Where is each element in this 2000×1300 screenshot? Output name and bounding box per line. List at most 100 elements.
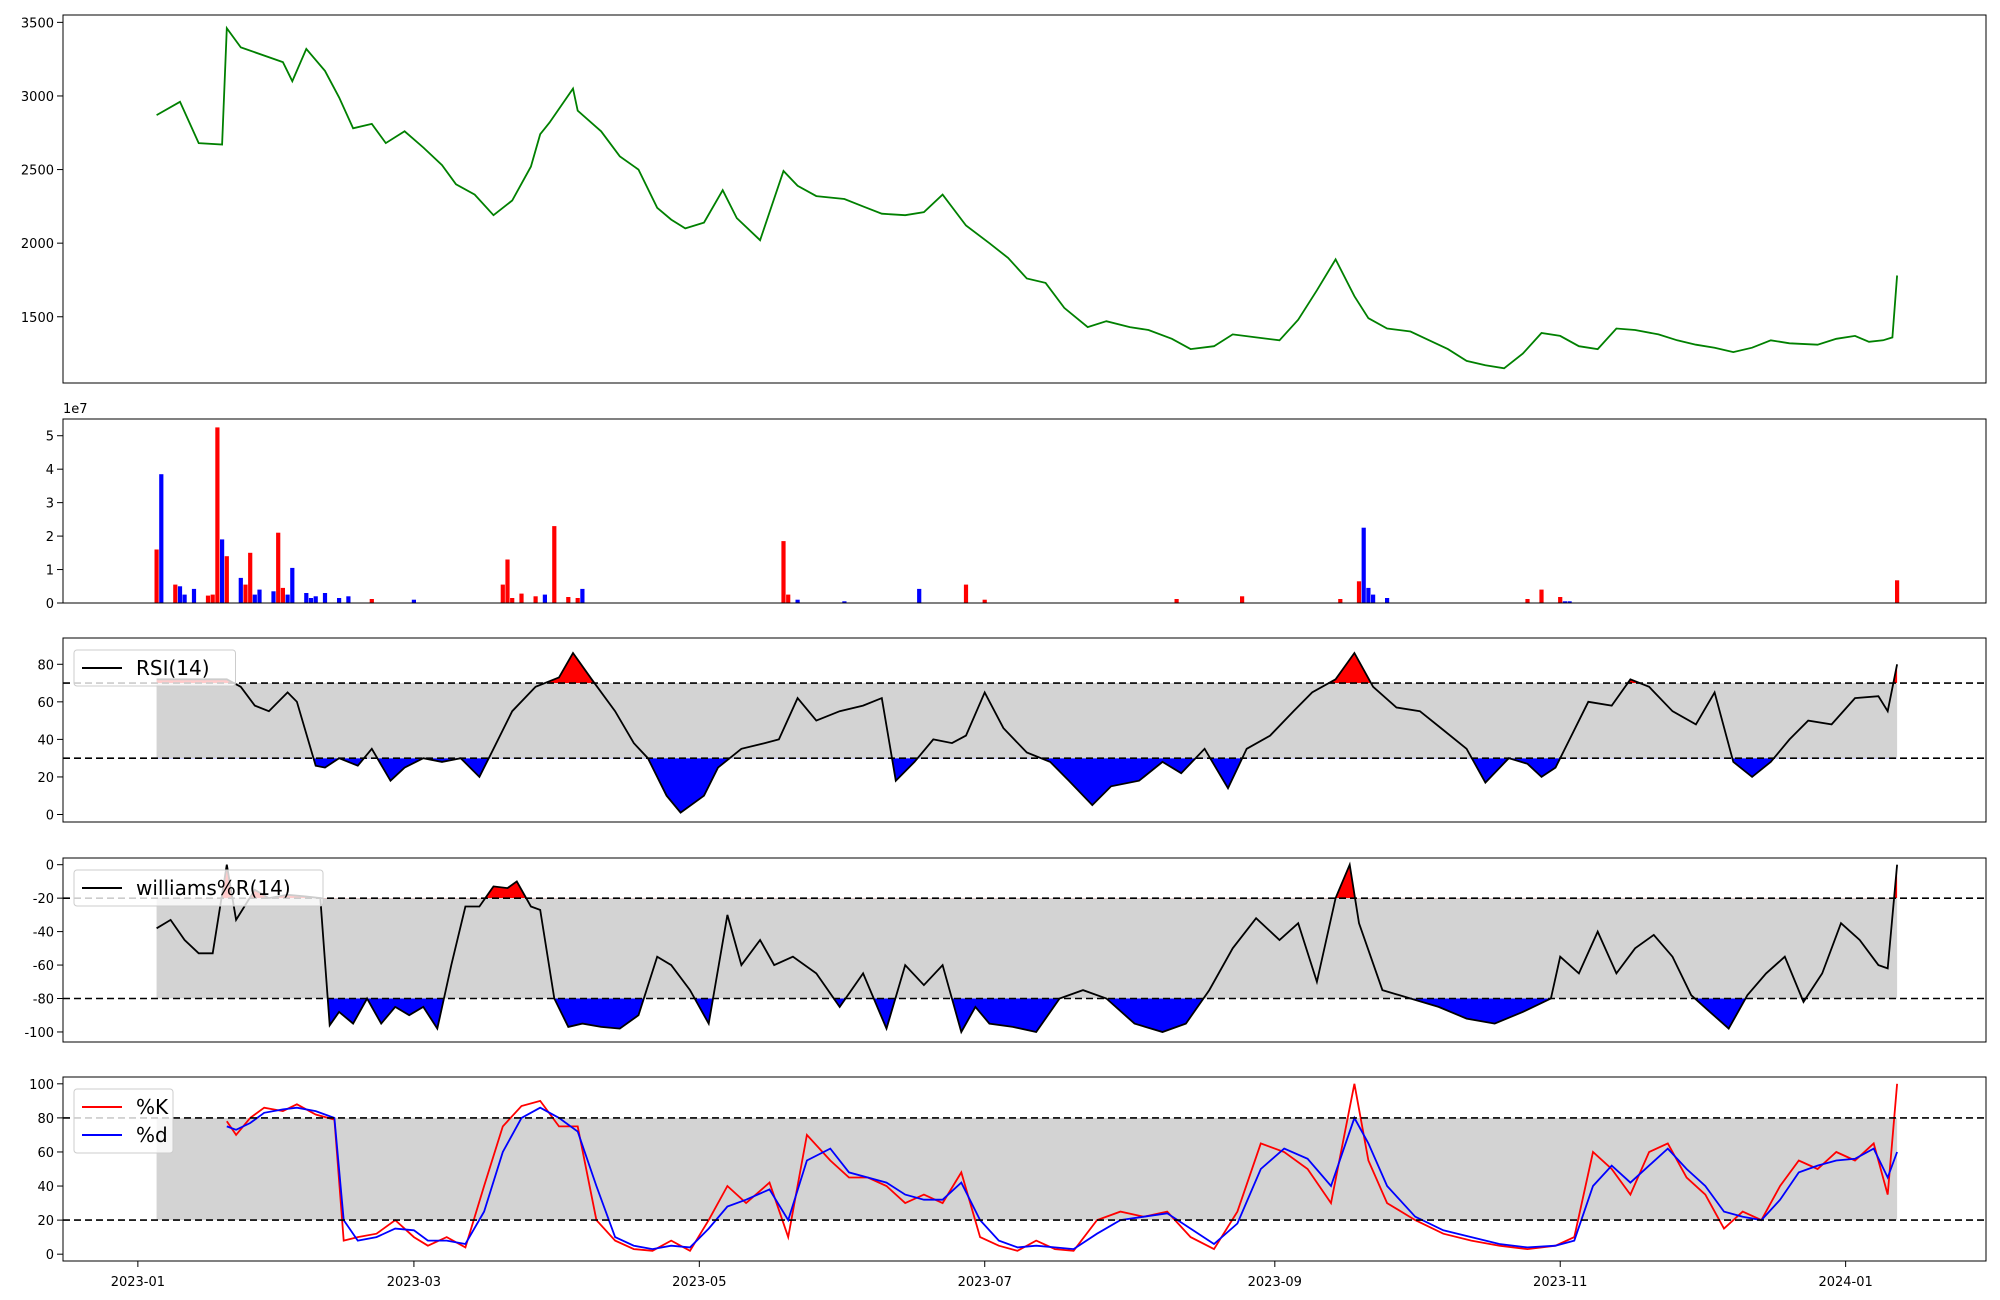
volume-bar: [210, 594, 215, 603]
x-tick-label: 2023-05: [672, 1275, 726, 1290]
x-tick-label: 2023-03: [387, 1275, 441, 1290]
williams-ytick-label: 0: [46, 859, 54, 874]
volume-bar: [411, 599, 416, 603]
volume-panel: 0 1 2 3 4 5 1e7: [46, 402, 1987, 612]
rsi-line: [156, 651, 1898, 814]
volume-bar: [238, 577, 243, 603]
volume-bar: [1525, 599, 1530, 603]
stochastic-ytick-label: 80: [37, 1112, 54, 1127]
volume-bar: [533, 596, 538, 603]
rsi-ytick-label: 20: [37, 771, 54, 786]
volume-bar: [173, 584, 178, 603]
williams-panel: 0 -20 -40 -60 -80 -100 williams%R(14): [24, 857, 1987, 1043]
price-ytick-label: 1500: [21, 311, 54, 326]
volume-bar: [220, 539, 225, 603]
williams-oversold-fill: [327, 998, 1806, 1032]
volume-bar: [580, 588, 585, 603]
volume-bar: [1174, 599, 1179, 603]
williams-ytick-label: -80: [33, 993, 54, 1008]
stochastic-legend: %K %d: [73, 1088, 174, 1154]
williams-ytick-label: -40: [33, 926, 54, 941]
stochastic-legend-label: %d: [136, 1123, 168, 1147]
williams-legend-label: williams%R(14): [136, 876, 291, 900]
stochastic-legend-label: %K: [136, 1095, 169, 1119]
volume-ytick-label: 2: [46, 530, 54, 545]
stochastic-d-line: [226, 1106, 1898, 1251]
volume-bar: [337, 598, 342, 603]
williams-line: [156, 861, 1898, 1035]
x-tick-label: 2023-01: [111, 1275, 165, 1290]
rsi-ytick-label: 40: [37, 733, 54, 748]
rsi-ytick-label: 80: [37, 658, 54, 673]
volume-bar: [313, 596, 318, 603]
rsi-legend-label: RSI(14): [136, 656, 210, 680]
volume-bar: [1558, 597, 1563, 603]
volume-bar: [842, 601, 847, 603]
volume-ytick-label: 0: [46, 597, 54, 612]
volume-bar: [1371, 594, 1376, 603]
volume-bar: [224, 556, 229, 603]
volume-bar: [154, 549, 159, 603]
volume-bar: [322, 593, 328, 603]
volume-frame: [62, 418, 1987, 604]
williams-band: [156, 898, 1898, 999]
volume-bar: [505, 559, 510, 603]
volume-bar: [177, 586, 183, 603]
stochastic-band: [156, 1117, 1898, 1221]
volume-bar: [369, 599, 374, 603]
volume-bar: [276, 532, 281, 603]
volume-bar: [542, 594, 547, 603]
volume-bar: [786, 594, 791, 603]
price-ytick-label: 3000: [21, 90, 54, 105]
williams-legend: williams%R(14): [73, 869, 324, 907]
price-panel: 1500 2000 2500 3000 3500: [21, 14, 1987, 384]
price-ytick-label: 3500: [21, 16, 54, 31]
volume-ytick-label: 3: [46, 497, 54, 512]
volume-bar: [1356, 581, 1362, 603]
volume-bar: [982, 599, 987, 603]
volume-bar: [271, 591, 276, 603]
price-ytick-label: 2000: [21, 237, 54, 252]
volume-bar: [159, 474, 164, 603]
x-tick-label: 2023-11: [1533, 1275, 1587, 1290]
volume-bar: [1895, 580, 1900, 603]
volume-bar: [1385, 598, 1390, 603]
volume-bar: [248, 552, 253, 603]
volume-bar: [963, 584, 969, 603]
x-axis: 2023-01 2023-03 2023-05 2023-07 2023-09 2023-…: [111, 1261, 1873, 1290]
price-line: [156, 25, 1898, 370]
stochastic-legend-box: [73, 1088, 174, 1154]
williams-frame: [62, 857, 1987, 1043]
volume-bar: [285, 594, 290, 603]
volume-bar: [252, 594, 257, 603]
volume-bar: [1539, 589, 1544, 603]
volume-bar: [500, 584, 505, 603]
price-frame: [62, 14, 1987, 384]
stochastic-ytick-label: 20: [37, 1214, 54, 1229]
volume-bar: [575, 598, 580, 603]
volume-bar: [290, 567, 295, 603]
volume-bar: [1361, 527, 1366, 603]
rsi-ytick-label: 0: [46, 808, 54, 823]
volume-bar: [917, 588, 922, 603]
rsi-legend: RSI(14): [73, 649, 236, 687]
stochastic-panel: 0 20 40 60 80 100 %K %d: [29, 1076, 1987, 1263]
volume-bar: [1240, 596, 1245, 603]
x-tick-label: 2023-09: [1248, 1275, 1302, 1290]
stochastic-ytick-label: 60: [37, 1146, 54, 1161]
rsi-frame: [62, 637, 1987, 823]
volume-bar: [280, 587, 285, 603]
price-ytick-label: 2500: [21, 164, 54, 179]
volume-bar: [205, 595, 211, 603]
volume-bar: [243, 584, 248, 603]
volume-bar: [1366, 587, 1371, 603]
volume-bar: [1338, 599, 1343, 603]
rsi-panel: 0 20 40 60 80 RSI(14): [37, 637, 1987, 823]
williams-ytick-label: -20: [33, 892, 54, 907]
volume-ytick-label: 4: [46, 463, 54, 478]
stochastic-ytick-label: 100: [29, 1078, 54, 1093]
rsi-band: [156, 683, 1898, 759]
volume-bar: [552, 526, 557, 603]
volume-offset-label: 1e7: [63, 402, 88, 417]
